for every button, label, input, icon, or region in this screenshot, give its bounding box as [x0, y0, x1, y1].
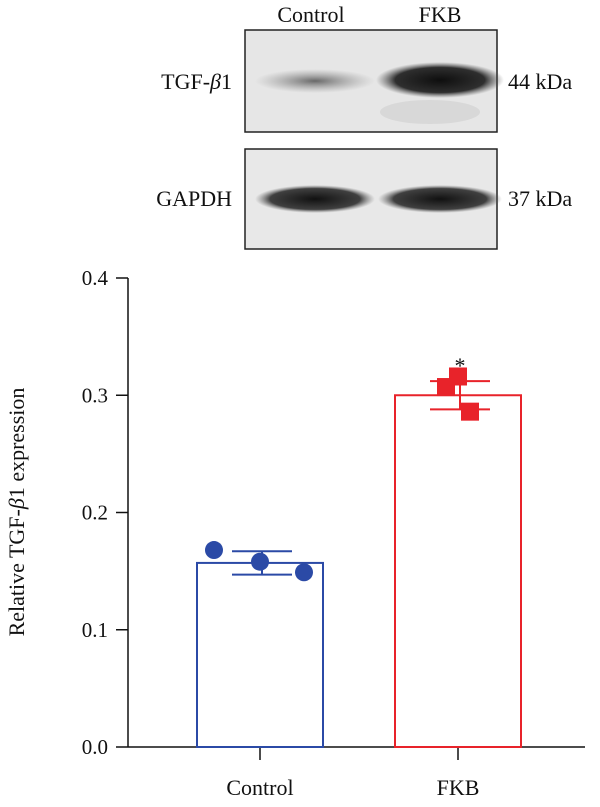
lane-label-control: Control	[277, 2, 344, 27]
bar-fkb	[394, 394, 522, 748]
bar-chart: 0.0 0.1 0.2 0.3 0.4 Control FKB * Relative TG…	[4, 266, 585, 800]
bar-control	[196, 561, 324, 748]
band-tgf-fkb-smear	[380, 100, 480, 124]
band-gapdh-fkb	[378, 185, 502, 213]
western-blot: Control FKB TGF-β1 GAPDH 44 kDa 37 kDa	[156, 2, 572, 250]
lane-label-fkb: FKB	[419, 2, 462, 27]
band-gapdh-control	[255, 185, 375, 213]
size-label-gapdh: 37 kDa	[508, 186, 572, 211]
y-axis: 0.0 0.1 0.2 0.3 0.4	[82, 266, 129, 759]
x-tick-label-control: Control	[226, 775, 293, 800]
data-point	[295, 563, 313, 582]
x-axis: Control FKB	[128, 746, 585, 800]
data-points	[205, 367, 479, 582]
size-label-tgf: 44 kDa	[508, 69, 572, 94]
y-tick-label: 0.0	[82, 735, 108, 759]
row-label-gapdh: GAPDH	[156, 186, 232, 211]
significance-star: *	[455, 353, 466, 378]
band-tgf-fkb	[376, 62, 504, 98]
x-tick-label-fkb: FKB	[437, 775, 480, 800]
y-tick-label: 0.4	[82, 266, 109, 290]
y-tick-label: 0.2	[82, 501, 108, 525]
significance-marks: *	[455, 353, 466, 378]
data-point	[461, 402, 479, 421]
bars	[196, 394, 522, 748]
data-point	[251, 552, 269, 571]
row-label-tgf: TGF-β1	[161, 69, 232, 94]
band-tgf-control	[255, 69, 375, 93]
y-axis-label: Relative TGF-β1 expression	[4, 388, 29, 637]
y-tick-label: 0.1	[82, 618, 108, 642]
data-point	[449, 367, 467, 386]
data-point	[205, 541, 223, 560]
y-tick-label: 0.3	[82, 383, 108, 407]
